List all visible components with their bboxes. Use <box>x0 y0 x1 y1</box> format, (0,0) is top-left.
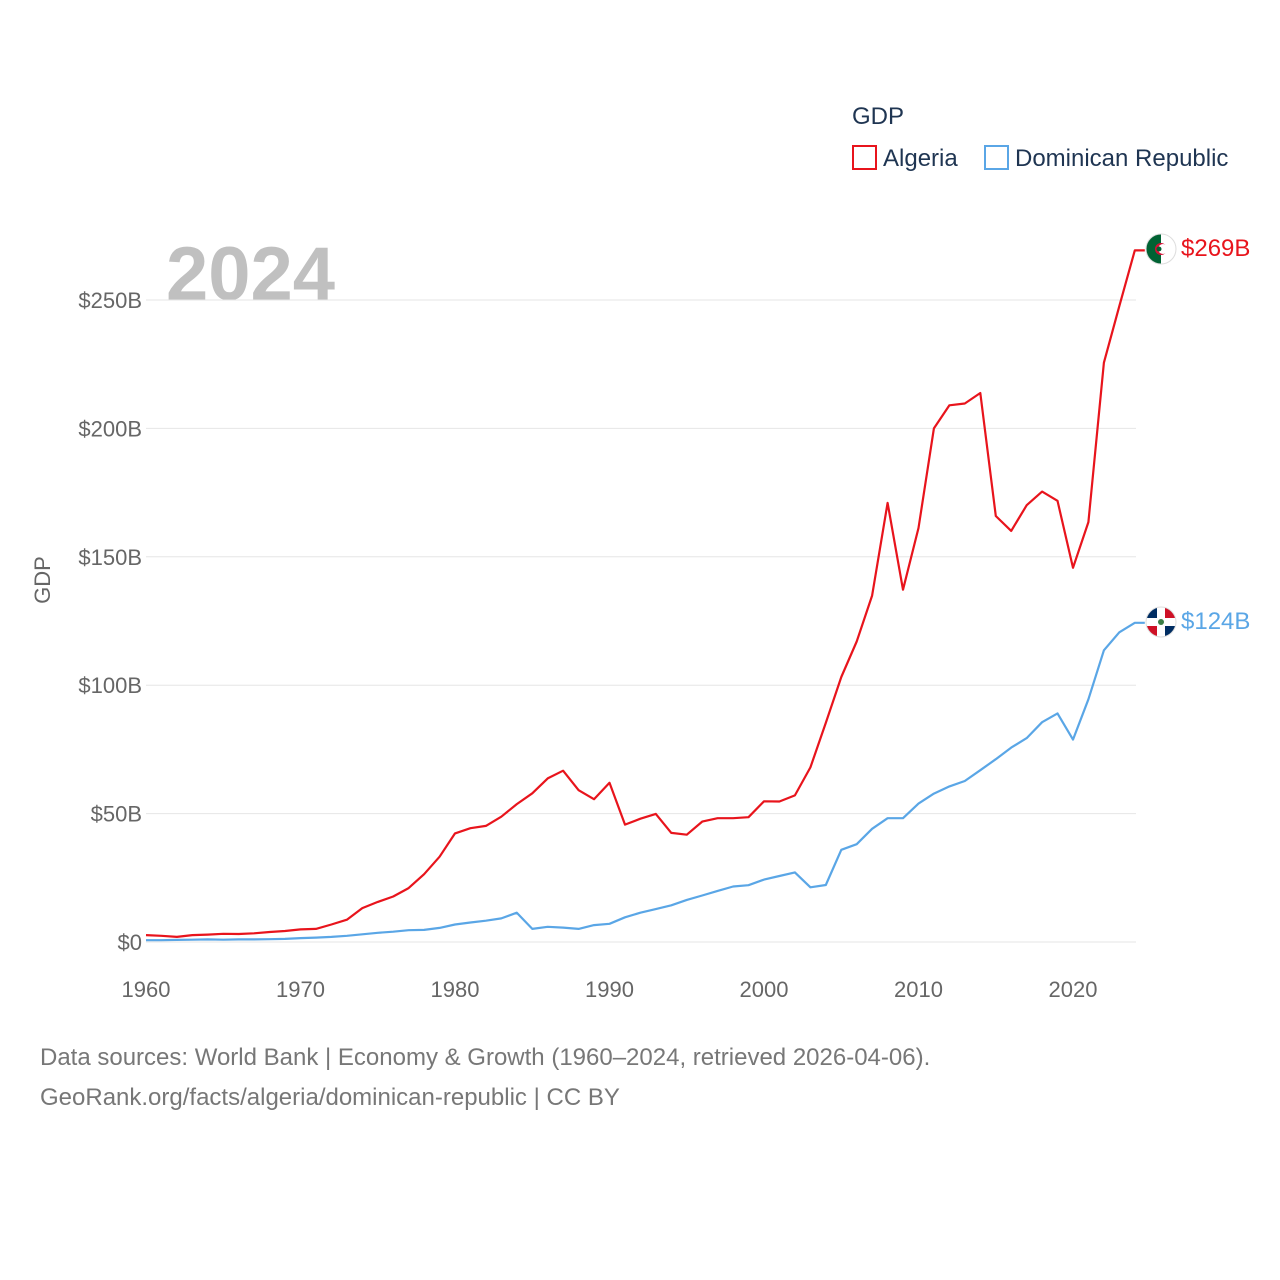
x-tick-label: 2000 <box>740 977 789 1002</box>
x-tick-label: 2010 <box>894 977 943 1002</box>
series-line-algeria[interactable] <box>145 249 1145 939</box>
dominican-republic-flag-icon <box>1145 606 1177 638</box>
legend: GDP Algeria Dominican Republic <box>852 103 1228 172</box>
footer-link[interactable]: GeoRank.org/facts/algeria/dominican-repu… <box>40 1084 620 1111</box>
y-tick-label: $250B <box>78 288 142 313</box>
y-axis-title: GDP <box>30 556 55 604</box>
x-axis: 1960 1970 1980 1990 2000 2010 2020 <box>122 977 1098 1002</box>
series-line-dominican-republic[interactable] <box>146 621 1145 942</box>
legend-swatch-algeria[interactable] <box>852 145 877 170</box>
year-label: 2024 <box>166 232 335 317</box>
y-axis: $0 $50B $100B $150B $200B $250B <box>78 288 142 955</box>
legend-swatch-dominican-republic[interactable] <box>984 145 1009 170</box>
x-tick-label: 1960 <box>122 977 171 1002</box>
algeria-flag-icon <box>1145 233 1177 265</box>
y-tick-label: $0 <box>118 930 142 955</box>
legend-label-algeria[interactable]: Algeria <box>883 145 958 172</box>
x-tick-label: 1980 <box>431 977 480 1002</box>
x-tick-label: 1990 <box>585 977 634 1002</box>
series-lines <box>145 249 1145 942</box>
x-tick-label: 2020 <box>1049 977 1098 1002</box>
gridlines <box>146 299 1136 943</box>
y-tick-label: $100B <box>78 673 142 698</box>
end-value-dominican-republic: $124B <box>1181 608 1250 635</box>
legend-label-dominican-republic[interactable]: Dominican Republic <box>1015 145 1228 172</box>
x-tick-label: 1970 <box>276 977 325 1002</box>
legend-title: GDP <box>852 103 904 130</box>
line-chart: GDP Algeria Dominican Republic 2024 GDP … <box>30 103 1250 1002</box>
y-tick-label: $50B <box>91 802 142 827</box>
footer-sources: Data sources: World Bank | Economy & Gro… <box>40 1044 931 1071</box>
y-tick-label: $150B <box>78 545 142 570</box>
y-tick-label: $200B <box>78 416 142 441</box>
end-value-algeria: $269B <box>1181 235 1250 262</box>
